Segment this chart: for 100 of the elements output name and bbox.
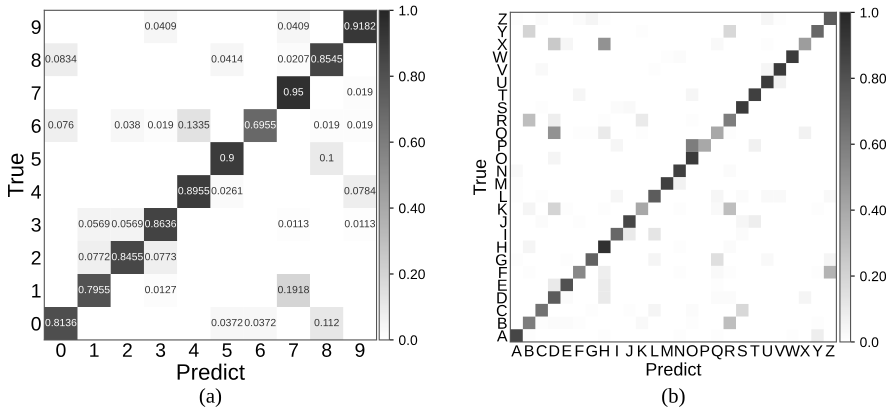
- data-label: 0.0113: [344, 220, 376, 228]
- x-tick-label: V: [774, 345, 786, 356]
- y-tick-label: H: [497, 242, 506, 253]
- x-tick-label: N: [675, 345, 684, 356]
- y-tick-label: K: [498, 204, 508, 215]
- y-tick-label: U: [497, 76, 506, 88]
- data-label: 0.076: [48, 121, 74, 128]
- data-label: 0.8455: [112, 252, 143, 260]
- x-tick-label: 4: [188, 343, 199, 357]
- x-tick-label: E: [562, 345, 572, 356]
- y-tick-label: E: [498, 280, 507, 291]
- y-tick-label: 5: [31, 152, 41, 166]
- x-tick-label: C: [536, 345, 547, 356]
- data-label: 0.0772: [78, 252, 110, 260]
- data-label: 0.0261: [212, 187, 242, 194]
- color-bar-label: 0.40: [860, 205, 886, 216]
- y-tick-label: B: [498, 318, 507, 329]
- data-label: 0.0569: [78, 220, 110, 228]
- x-tick-label: I: [616, 345, 618, 356]
- data-label: 0.019: [347, 88, 372, 96]
- x-tick-label: Q: [712, 345, 723, 360]
- data-label: 0.0372: [212, 318, 242, 326]
- data-label: 0.8636: [145, 220, 176, 228]
- color-bar-label: 0.20: [860, 271, 886, 282]
- data-label: 0.0569: [112, 220, 143, 228]
- y-axis-title: True: [474, 160, 486, 195]
- color-bar-label: 1.0: [860, 8, 878, 18]
- y-tick-label: 7: [32, 86, 41, 100]
- data-label: 0.019: [347, 121, 372, 128]
- data-label: 0.8955: [178, 187, 210, 194]
- x-tick-label: L: [651, 345, 658, 356]
- y-tick-label: 9: [32, 20, 41, 34]
- x-tick-label: 0: [56, 343, 66, 357]
- x-tick-label: H: [600, 345, 609, 356]
- y-tick-label: V: [496, 64, 508, 76]
- data-label: 0.0784: [344, 187, 376, 194]
- data-label: 0.0372: [244, 318, 276, 326]
- color-bar-label: 0.20: [398, 269, 425, 280]
- y-tick-label: 1: [32, 284, 41, 298]
- y-tick-label: S: [498, 102, 507, 114]
- y-tick-label: C: [496, 304, 507, 316]
- y-tick-label: F: [499, 267, 507, 278]
- color-bar-label: 0.80: [860, 74, 886, 84]
- data-label: 0.1: [320, 154, 334, 162]
- y-tick-label: 8: [32, 53, 41, 67]
- data-label: 0.8136: [45, 318, 76, 326]
- data-label: 0.019: [314, 121, 340, 128]
- x-tick-label: K: [638, 345, 648, 356]
- data-label: 0.0773: [145, 252, 176, 260]
- y-tick-label: 6: [32, 119, 41, 133]
- x-tick-label: G: [586, 345, 597, 356]
- x-tick-label: Y: [812, 345, 823, 356]
- data-label: 0.019: [148, 121, 174, 128]
- y-tick-label: R: [497, 114, 507, 126]
- data-label: 0.9: [220, 154, 234, 162]
- color-bar-label: 0.80: [398, 72, 425, 82]
- y-tick-label: O: [496, 152, 507, 164]
- data-label: 0.0113: [278, 220, 309, 228]
- x-axis-title: Predict: [178, 364, 245, 380]
- y-tick-label: W: [492, 52, 508, 63]
- x-tick-label: 2: [122, 343, 132, 357]
- y-tick-label: D: [497, 292, 507, 304]
- y-tick-label: Z: [498, 14, 508, 24]
- color-bar-label: 0.0: [398, 335, 418, 346]
- color-bar-label: 0.40: [398, 203, 425, 214]
- y-tick-label: 3: [31, 218, 41, 232]
- text: (b): [662, 388, 685, 408]
- y-tick-label: X: [497, 38, 508, 50]
- data-label: 0.0409: [278, 22, 309, 30]
- y-tick-label: N: [497, 166, 506, 177]
- data-label: 0.0414: [212, 55, 243, 63]
- data-label: 0.0409: [145, 22, 176, 30]
- data-label: 0.7955: [78, 286, 110, 294]
- x-tick-label: R: [725, 345, 735, 356]
- x-tick-label: Z: [826, 345, 834, 356]
- x-tick-label: 6: [256, 343, 265, 357]
- x-tick-label: X: [800, 345, 810, 356]
- data-label: 0.038: [114, 121, 140, 128]
- color-bar-label: 0.0: [860, 337, 878, 348]
- data-label: 0.0207: [278, 55, 309, 63]
- y-tick-label: 4: [31, 185, 41, 199]
- y-tick-label: A: [496, 330, 508, 342]
- x-tick-label: P: [700, 345, 710, 356]
- x-tick-label: 5: [222, 343, 232, 357]
- y-tick-label: 2: [32, 250, 41, 265]
- data-label: 0.6955: [244, 121, 276, 128]
- color-bar-label: 1.0: [399, 6, 418, 16]
- x-tick-label: 9: [355, 343, 364, 357]
- x-tick-label: B: [525, 345, 534, 356]
- data-label: 0.95: [284, 88, 304, 96]
- data-label: 0.0127: [145, 286, 176, 294]
- x-tick-label: U: [762, 345, 772, 356]
- y-tick-label: L: [500, 190, 508, 202]
- x-axis-title: Predict: [646, 362, 702, 376]
- data-label: 0.1335: [178, 121, 210, 128]
- y-tick-label: 0: [31, 316, 41, 331]
- x-tick-label: 3: [156, 343, 166, 357]
- y-tick-label: M: [496, 178, 506, 190]
- x-tick-label: A: [511, 345, 522, 356]
- x-tick-label: F: [576, 345, 584, 356]
